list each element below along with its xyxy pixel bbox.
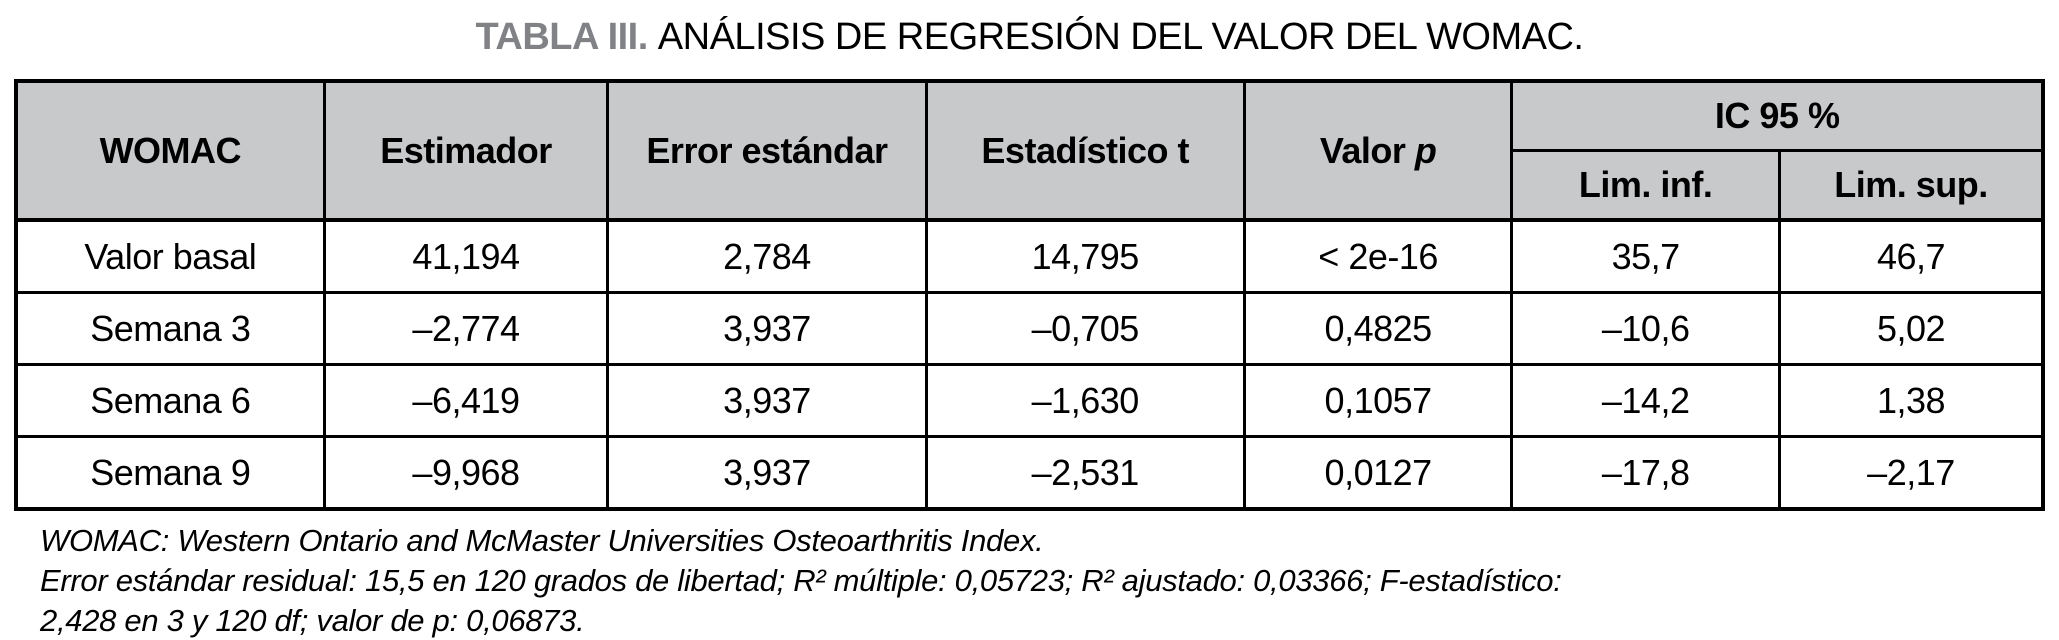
header-row-top: WOMAC Estimador Error estándar Estadísti… (14, 79, 2045, 222)
header-lim-sup: Lim. sup. (1777, 149, 2045, 222)
cell-label: Semana 6 (14, 363, 326, 438)
header-lim-inf: Lim. inf. (1510, 149, 1781, 222)
cell-estimador: –6,419 (322, 363, 610, 438)
cell-lim-sup: –2,17 (1777, 435, 2045, 511)
cell-lim-sup: 5,02 (1777, 291, 2045, 366)
table-row-semana-3: Semana 3 –2,774 3,937 –0,705 0,4825 –10,… (14, 291, 2045, 366)
cell-lim-inf: –17,8 (1510, 435, 1781, 511)
cell-t: –2,531 (924, 435, 1246, 511)
footnote-line-1: WOMAC: Western Ontario and McMaster Univ… (40, 523, 1044, 558)
cell-t: 14,795 (924, 218, 1246, 294)
cell-estimador: –9,968 (322, 435, 610, 511)
table-body: Valor basal 41,194 2,784 14,795 < 2e-16 … (14, 218, 2045, 511)
footnote-line-3: 2,428 en 3 y 120 df; valor de p: 0,06873… (40, 603, 585, 638)
cell-error: 3,937 (606, 435, 928, 511)
footnotes: WOMAC: Western Ontario and McMaster Univ… (40, 521, 2059, 640)
cell-estimador: 41,194 (322, 218, 610, 294)
cell-p: 0,0127 (1242, 435, 1514, 511)
cell-error: 2,784 (606, 218, 928, 294)
cell-error: 3,937 (606, 363, 928, 438)
cell-lim-inf: –14,2 (1510, 363, 1781, 438)
cell-t: –1,630 (924, 363, 1246, 438)
cell-lim-inf: 35,7 (1510, 218, 1781, 294)
header-valor-p: Valor p (1242, 79, 1514, 222)
cell-lim-sup: 1,38 (1777, 363, 2045, 438)
table-title-text: ANÁLISIS DE REGRESIÓN DEL VALOR DEL WOMA… (657, 16, 1584, 58)
table-row-semana-6: Semana 6 –6,419 3,937 –1,630 0,1057 –14,… (14, 363, 2045, 438)
header-womac: WOMAC (14, 79, 326, 222)
cell-p: 0,4825 (1242, 291, 1514, 366)
table-title: TABLA III. ANÁLISIS DE REGRESIÓN DEL VALO… (0, 0, 2059, 59)
header-row-bottom: Lim. inf. Lim. sup. (16, 149, 2045, 222)
table-row-valor-basal: Valor basal 41,194 2,784 14,795 < 2e-16 … (14, 218, 2045, 294)
cell-lim-inf: –10,6 (1510, 291, 1781, 366)
regression-table: WOMAC Estimador Error estándar Estadísti… (14, 79, 2045, 511)
table-title-number: TABLA III. (475, 16, 648, 58)
header-ic95: IC 95 % (1510, 79, 2045, 152)
cell-estimador: –2,774 (322, 291, 610, 366)
cell-lim-sup: 46,7 (1777, 218, 2045, 294)
cell-label: Valor basal (14, 218, 326, 294)
cell-label: Semana 3 (14, 291, 326, 366)
header-valor-p-prefix: Valor (1319, 129, 1406, 171)
header-error-estandar: Error estándar (606, 79, 928, 222)
cell-p: 0,1057 (1242, 363, 1514, 438)
cell-error: 3,937 (606, 291, 928, 366)
header-estimador: Estimador (322, 79, 610, 222)
cell-t: –0,705 (924, 291, 1246, 366)
header-valor-p-symbol: p (1414, 129, 1437, 171)
table-row-semana-9: Semana 9 –9,968 3,937 –2,531 0,0127 –17,… (14, 435, 2045, 511)
header-estadistico-t: Estadístico t (924, 79, 1246, 222)
cell-p: < 2e-16 (1242, 218, 1514, 294)
cell-label: Semana 9 (14, 435, 326, 511)
table-header: WOMAC Estimador Error estándar Estadísti… (14, 79, 2045, 222)
footnote-line-2: Error estándar residual: 15,5 en 120 gra… (40, 563, 1562, 598)
